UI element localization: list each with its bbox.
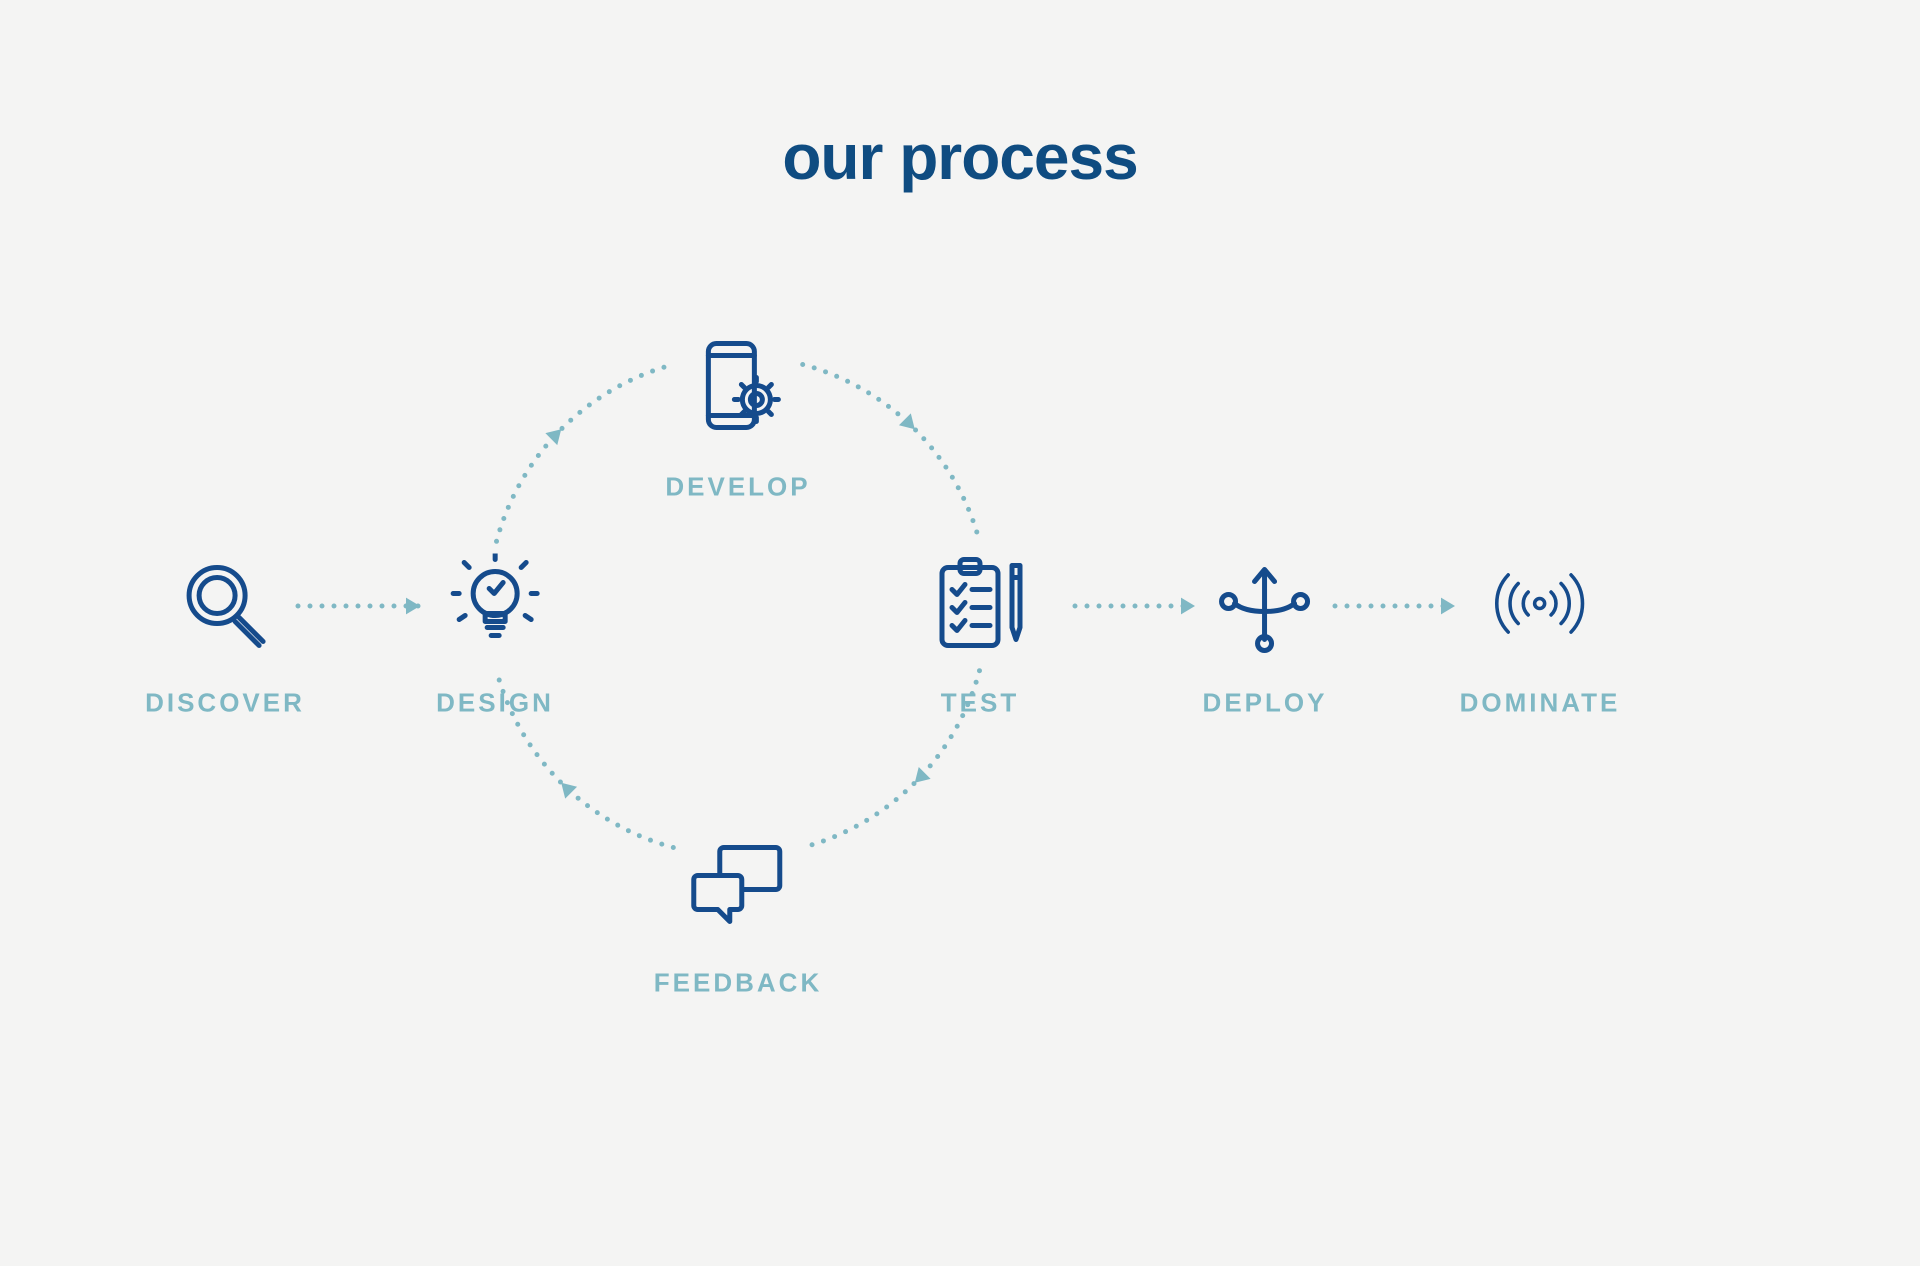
- node-develop: DEVELOP: [665, 338, 810, 503]
- clipboard-check-icon: [930, 554, 1030, 654]
- node-discover: DISCOVER: [145, 554, 305, 719]
- node-feedback: FEEDBACK: [654, 834, 822, 999]
- chat-bubbles-icon: [688, 834, 788, 934]
- phone-gear-icon: [688, 338, 788, 438]
- node-label: DISCOVER: [145, 688, 305, 719]
- node-label: FEEDBACK: [654, 968, 822, 999]
- process-diagram: DISCOVER DESIGN: [0, 0, 1920, 1266]
- broadcast-icon: [1490, 554, 1590, 654]
- node-label: DEVELOP: [665, 472, 810, 503]
- node-label: TEST: [941, 688, 1019, 719]
- node-dominate: DOMINATE: [1460, 554, 1621, 719]
- node-deploy: DEPLOY: [1203, 554, 1328, 719]
- node-label: DOMINATE: [1460, 688, 1621, 719]
- node-label: DEPLOY: [1203, 688, 1328, 719]
- node-design: DESIGN: [436, 554, 554, 719]
- magnifier-icon: [175, 554, 275, 654]
- branch-arrow-icon: [1215, 554, 1315, 654]
- lightbulb-icon: [445, 554, 545, 654]
- node-label: DESIGN: [436, 688, 554, 719]
- node-test: TEST: [930, 554, 1030, 719]
